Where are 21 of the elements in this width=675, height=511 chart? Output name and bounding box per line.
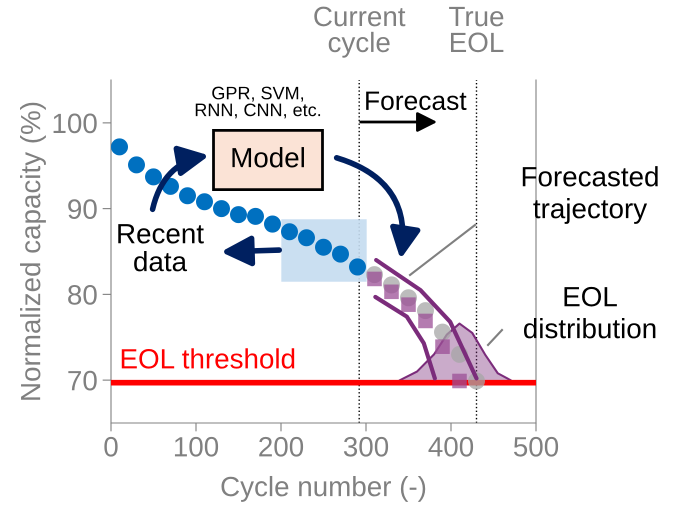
- annotation: Forecasted trajectory: [522, 166, 658, 224]
- x-tick-label: 100: [174, 436, 218, 457]
- x-tick-label: 0: [104, 436, 118, 457]
- x-tick-label: 200: [259, 436, 304, 457]
- y-tick-label: 80: [68, 285, 97, 305]
- y-tick-label: 90: [68, 199, 97, 219]
- annotation: EOL distribution: [524, 286, 656, 338]
- ref-line-label: Current cycle: [314, 6, 406, 58]
- x-axis-title: Cycle number (-): [222, 476, 426, 502]
- annotation: Forecast: [366, 92, 466, 110]
- y-tick-label: 100: [54, 114, 97, 134]
- ref-line-label: EOL threshold: [122, 348, 294, 369]
- x-tick-label: 500: [514, 436, 558, 457]
- annotation: Model: [232, 147, 304, 168]
- annotation: Recent data: [118, 224, 204, 272]
- x-tick-label: 400: [428, 436, 474, 457]
- x-tick-label: 300: [344, 436, 388, 457]
- ref-line-label: True EOL: [449, 6, 504, 52]
- y-axis-title: Normalized capacity (%): [20, 102, 46, 400]
- y-tick-label: 70: [68, 370, 97, 390]
- annotation: GPR, SVM, RNN, CNN, etc.: [196, 86, 320, 118]
